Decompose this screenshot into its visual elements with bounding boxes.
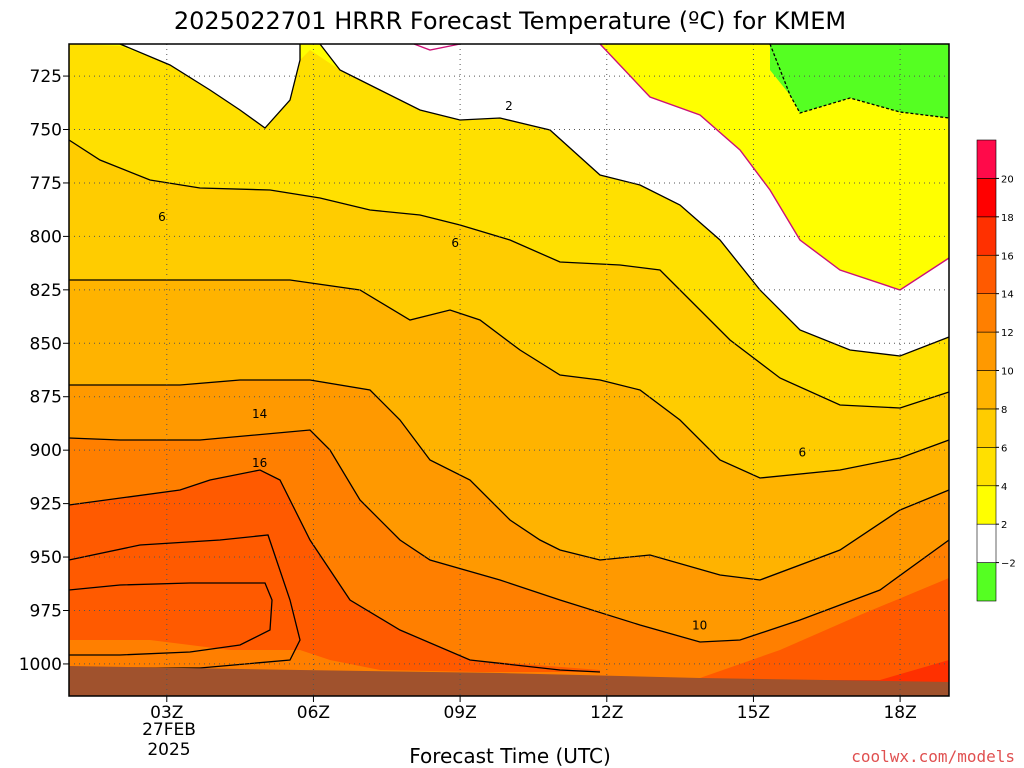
y-tick-label: 800 [30, 227, 62, 247]
colorbar-swatch [976, 408, 997, 448]
band-minus2-2 [320, 44, 949, 356]
site-credit[interactable]: coolwx.com/models [851, 747, 1015, 766]
colorbar-swatch [976, 139, 997, 179]
contour-lines [68, 43, 950, 673]
contour-label: 16 [252, 456, 267, 470]
colorbar-tick-label: 6 [1001, 443, 1007, 454]
colorbar-swatch [976, 523, 997, 563]
date-label-day: 27FEB [142, 720, 196, 740]
colorbar-tick-label: 20 [1001, 174, 1014, 185]
colorbar-tick-label: 18 [1001, 213, 1014, 224]
y-axis-ticks: 725 750 775 800 825 850 875 900 925 950 975 1000 [19, 67, 69, 675]
ground-terrain [69, 666, 949, 696]
colorbar: −2 2 4 6 8 10 12 14 16 18 20 [976, 139, 1016, 602]
y-tick-label: 875 [30, 388, 62, 408]
band-2-4 [69, 44, 949, 356]
colorbar-swatch [976, 562, 997, 602]
x-tick-label: 03Z [150, 703, 183, 723]
y-tick-label: 775 [30, 174, 62, 194]
band-minus2-2-left [120, 44, 300, 128]
y-tick-label: 725 [30, 67, 62, 87]
x-axis-ticks: 03Z 06Z 09Z 12Z 15Z 18Z [150, 696, 917, 723]
colorbar-swatch [976, 216, 997, 256]
x-tick-label: 09Z [443, 703, 476, 723]
band-below-minus2 [770, 44, 949, 118]
colorbar-tick-label: 8 [1001, 405, 1007, 416]
colorbar-tick-label: −2 [1001, 559, 1016, 570]
y-tick-label: 825 [30, 281, 62, 301]
chart-title: 2025022701 HRRR Forecast Temperature (ºC… [174, 7, 846, 35]
contour-label: 2 [505, 99, 513, 113]
contour-label: 6 [158, 210, 166, 224]
colorbar-swatch [976, 370, 997, 410]
colorbar-tick-label: 10 [1001, 367, 1014, 378]
freezing-line [413, 43, 950, 291]
contour-label: 6 [799, 445, 807, 459]
y-tick-label: 1000 [19, 655, 62, 675]
y-tick-label: 750 [30, 121, 62, 141]
colorbar-tick-label: 4 [1001, 482, 1007, 493]
colorbar-swatch [976, 485, 997, 525]
colorbar-swatch [976, 447, 997, 487]
plot-frame [68, 43, 950, 697]
gridlines [69, 44, 949, 696]
colorbar-swatch [976, 178, 997, 218]
colorbar-swatch [976, 254, 997, 294]
x-tick-label: 15Z [737, 703, 770, 723]
colorbar-swatch [976, 293, 997, 333]
colorbar-tick-label: 2 [1001, 520, 1007, 531]
y-tick-label: 900 [30, 441, 62, 461]
contour-label: 6 [451, 236, 459, 250]
plot-area: 2 6 6 6 10 14 16 [68, 43, 950, 696]
y-tick-label: 850 [30, 334, 62, 354]
contour-labels: 2 6 6 6 10 14 16 [158, 99, 807, 632]
colorbar-tick-label: 12 [1001, 328, 1014, 339]
y-tick-label: 950 [30, 548, 62, 568]
colorbar-swatch [976, 331, 997, 371]
x-tick-label: 18Z [883, 703, 916, 723]
x-tick-label: 12Z [590, 703, 623, 723]
date-label-year: 2025 [147, 740, 190, 760]
y-tick-label: 975 [30, 601, 62, 621]
colorbar-tick-label: 16 [1001, 251, 1014, 262]
x-axis-label: Forecast Time (UTC) [409, 744, 611, 768]
colorbar-tick-label: 14 [1001, 290, 1014, 301]
contour-label: 14 [252, 407, 267, 421]
contour-label: 10 [692, 618, 707, 632]
x-tick-label: 06Z [297, 703, 330, 723]
y-tick-label: 925 [30, 495, 62, 515]
